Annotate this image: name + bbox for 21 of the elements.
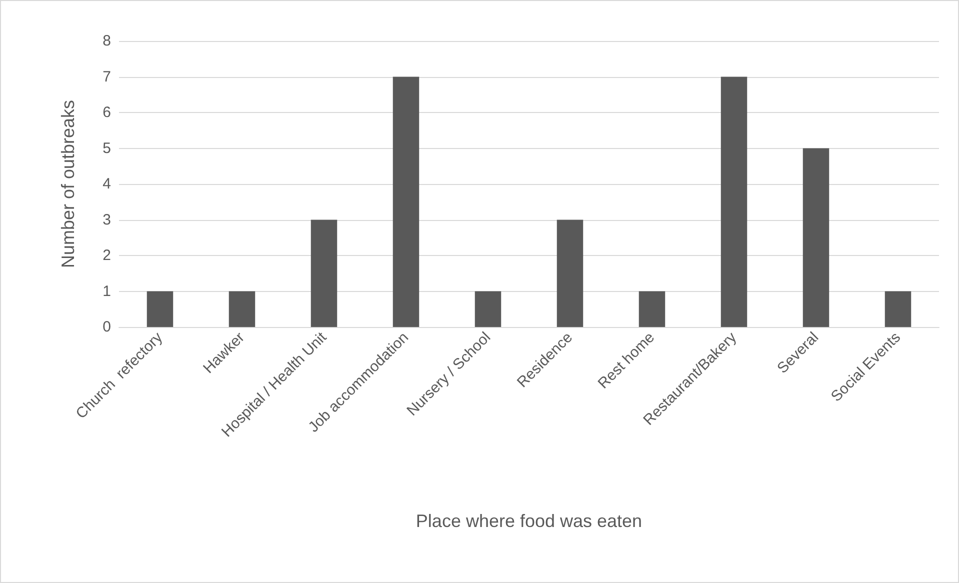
- y-tick-label: 6: [102, 104, 111, 121]
- y-tick-label: 8: [102, 32, 111, 50]
- bar: [310, 220, 338, 327]
- bar: [638, 291, 666, 327]
- y-tick-label: 1: [102, 282, 111, 300]
- y-tick-label: 3: [102, 211, 111, 228]
- bar: [146, 291, 174, 327]
- y-tick-label: 5: [102, 140, 111, 157]
- y-axis-title: Number of outbreaks: [58, 100, 78, 268]
- bar: [802, 148, 830, 327]
- bar: [556, 220, 584, 327]
- x-axis-title: Place where food was eaten: [416, 511, 642, 531]
- y-tick-label: 2: [102, 247, 111, 264]
- y-tick-label: 7: [102, 68, 111, 86]
- y-tick-label: 0: [102, 318, 111, 336]
- bar: [474, 291, 502, 327]
- bar: [720, 76, 748, 327]
- bar: [884, 291, 912, 327]
- y-tick-label: 4: [102, 176, 111, 192]
- bar: [392, 76, 420, 327]
- bar: [228, 291, 256, 327]
